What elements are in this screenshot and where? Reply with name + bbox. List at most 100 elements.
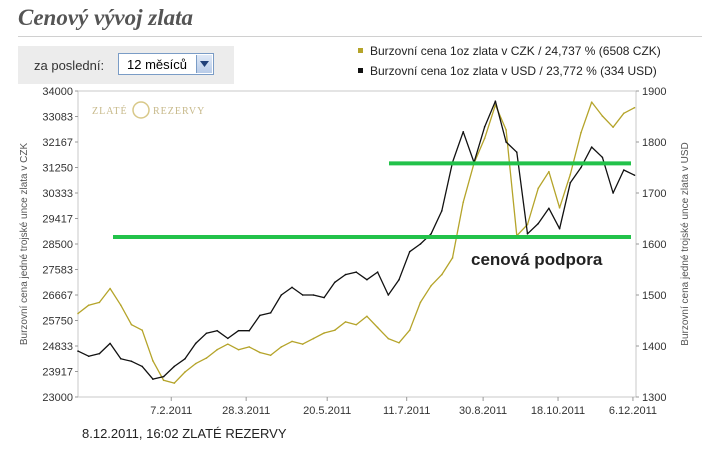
series-point-usd — [162, 375, 165, 378]
series-point-czk — [398, 341, 400, 344]
timestamp-footer: 8.12.2011, 16:02 ZLATÉ REZERVY — [82, 426, 287, 441]
series-point-usd — [408, 250, 411, 253]
series-point-czk — [558, 207, 561, 209]
series-point-usd — [526, 233, 529, 235]
chevron-down-icon[interactable] — [196, 55, 212, 73]
series-point-usd — [494, 100, 497, 102]
series-point-usd — [558, 227, 561, 230]
series-point-czk — [451, 257, 454, 259]
y-tick-label: 26667 — [42, 290, 73, 302]
series-point-czk — [355, 323, 358, 326]
series-point-usd — [280, 294, 283, 296]
period-select[interactable]: 12 měsíců — [118, 53, 214, 75]
series-point-czk — [376, 326, 379, 329]
series-point-czk — [98, 301, 101, 304]
series-point-czk — [87, 304, 90, 307]
series-point-usd — [130, 360, 133, 363]
series-point-usd — [120, 357, 122, 360]
series-point-usd — [152, 378, 154, 380]
series-point-usd — [580, 166, 582, 169]
series-point-usd — [259, 314, 261, 317]
series-point-czk — [366, 315, 368, 318]
series-point-czk — [312, 337, 315, 340]
series-point-usd — [376, 271, 379, 273]
series-point-czk — [430, 284, 432, 287]
y-tick-label: 30333 — [42, 188, 73, 200]
series-point-usd — [387, 294, 390, 296]
series-point-usd — [419, 243, 422, 245]
period-label: za poslední: — [34, 58, 105, 73]
y2-tick-label: 1800 — [642, 137, 666, 149]
series-point-usd — [248, 329, 251, 332]
series-point-usd — [109, 342, 111, 345]
series-point-usd — [441, 210, 443, 212]
y-tick-label: 23000 — [42, 392, 73, 404]
series-point-czk — [173, 382, 176, 384]
y-tick-label: 34000 — [42, 86, 73, 98]
watermark-logo-icon — [132, 101, 150, 119]
series-point-czk — [301, 343, 304, 345]
title-divider — [18, 36, 702, 37]
page-title: Cenový vývoj zlata — [18, 5, 194, 30]
series-point-czk — [483, 137, 486, 140]
series-point-usd — [430, 233, 432, 235]
series-point-usd — [355, 271, 358, 273]
series-point-czk — [205, 357, 208, 359]
y2-tick-label: 1500 — [642, 290, 666, 302]
series-point-usd — [194, 342, 197, 345]
series-point-czk — [526, 223, 529, 226]
series-point-czk — [323, 332, 325, 334]
y-axis-label: Burzovní cena jedné trojské unce zlata v… — [19, 143, 30, 346]
series-point-usd — [141, 365, 144, 368]
y-tick-label: 23917 — [42, 366, 73, 378]
series-point-usd — [483, 125, 486, 128]
series-point-usd — [301, 294, 304, 296]
series-point-usd — [398, 278, 400, 281]
x-tick-label: 28.3.2011 — [222, 405, 270, 417]
x-tick-label: 7.2.2011 — [150, 405, 192, 417]
series-point-czk — [77, 312, 79, 315]
period-selected-value: 12 měsíců — [127, 57, 187, 72]
x-tick-label: 6.12.2011 — [609, 405, 657, 417]
x-tick-label: 30.8.2011 — [459, 405, 507, 417]
series-point-usd — [548, 207, 550, 210]
y-tick-label: 27583 — [42, 265, 73, 277]
series-point-czk — [601, 115, 604, 117]
series-point-usd — [323, 296, 325, 299]
y2-tick-label: 1700 — [642, 188, 666, 200]
series-point-usd — [462, 131, 465, 133]
series-point-czk — [237, 348, 240, 351]
series-point-usd — [173, 365, 176, 368]
series-point-czk — [109, 287, 111, 290]
legend-label-usd: Burzovní cena 1oz zlata v USD / 23,772 %… — [370, 64, 657, 78]
series-point-usd — [312, 294, 315, 296]
series-point-czk — [291, 340, 293, 343]
series-point-czk — [622, 112, 625, 115]
y-tick-label: 33083 — [42, 112, 73, 124]
legend-label-czk: Burzovní cena 1oz zlata v CZK / 24,737 %… — [370, 44, 661, 58]
series-point-czk — [248, 346, 251, 348]
series-point-usd — [237, 329, 240, 332]
series-point-czk — [130, 323, 133, 326]
y2-tick-label: 1900 — [642, 86, 666, 98]
series-point-czk — [633, 106, 636, 109]
series-point-czk — [141, 329, 144, 332]
series-point-czk — [227, 343, 229, 345]
y2-tick-label: 1400 — [642, 341, 666, 353]
series-point-usd — [633, 174, 636, 176]
series-point-czk — [280, 346, 283, 348]
series-point-usd — [601, 156, 604, 159]
series-point-czk — [441, 273, 443, 276]
series-point-usd — [269, 312, 272, 314]
series-point-czk — [580, 131, 582, 134]
series-point-czk — [505, 129, 507, 131]
y-tick-label: 25750 — [42, 316, 73, 328]
series-point-czk — [184, 371, 186, 373]
x-tick-label: 20.5.2011 — [303, 405, 351, 417]
series-point-usd — [366, 278, 368, 281]
series-point-czk — [194, 362, 197, 365]
series-point-usd — [622, 169, 625, 171]
legend-swatch-usd — [358, 68, 363, 73]
y-tick-label: 32167 — [42, 137, 73, 149]
series-point-czk — [548, 170, 550, 173]
